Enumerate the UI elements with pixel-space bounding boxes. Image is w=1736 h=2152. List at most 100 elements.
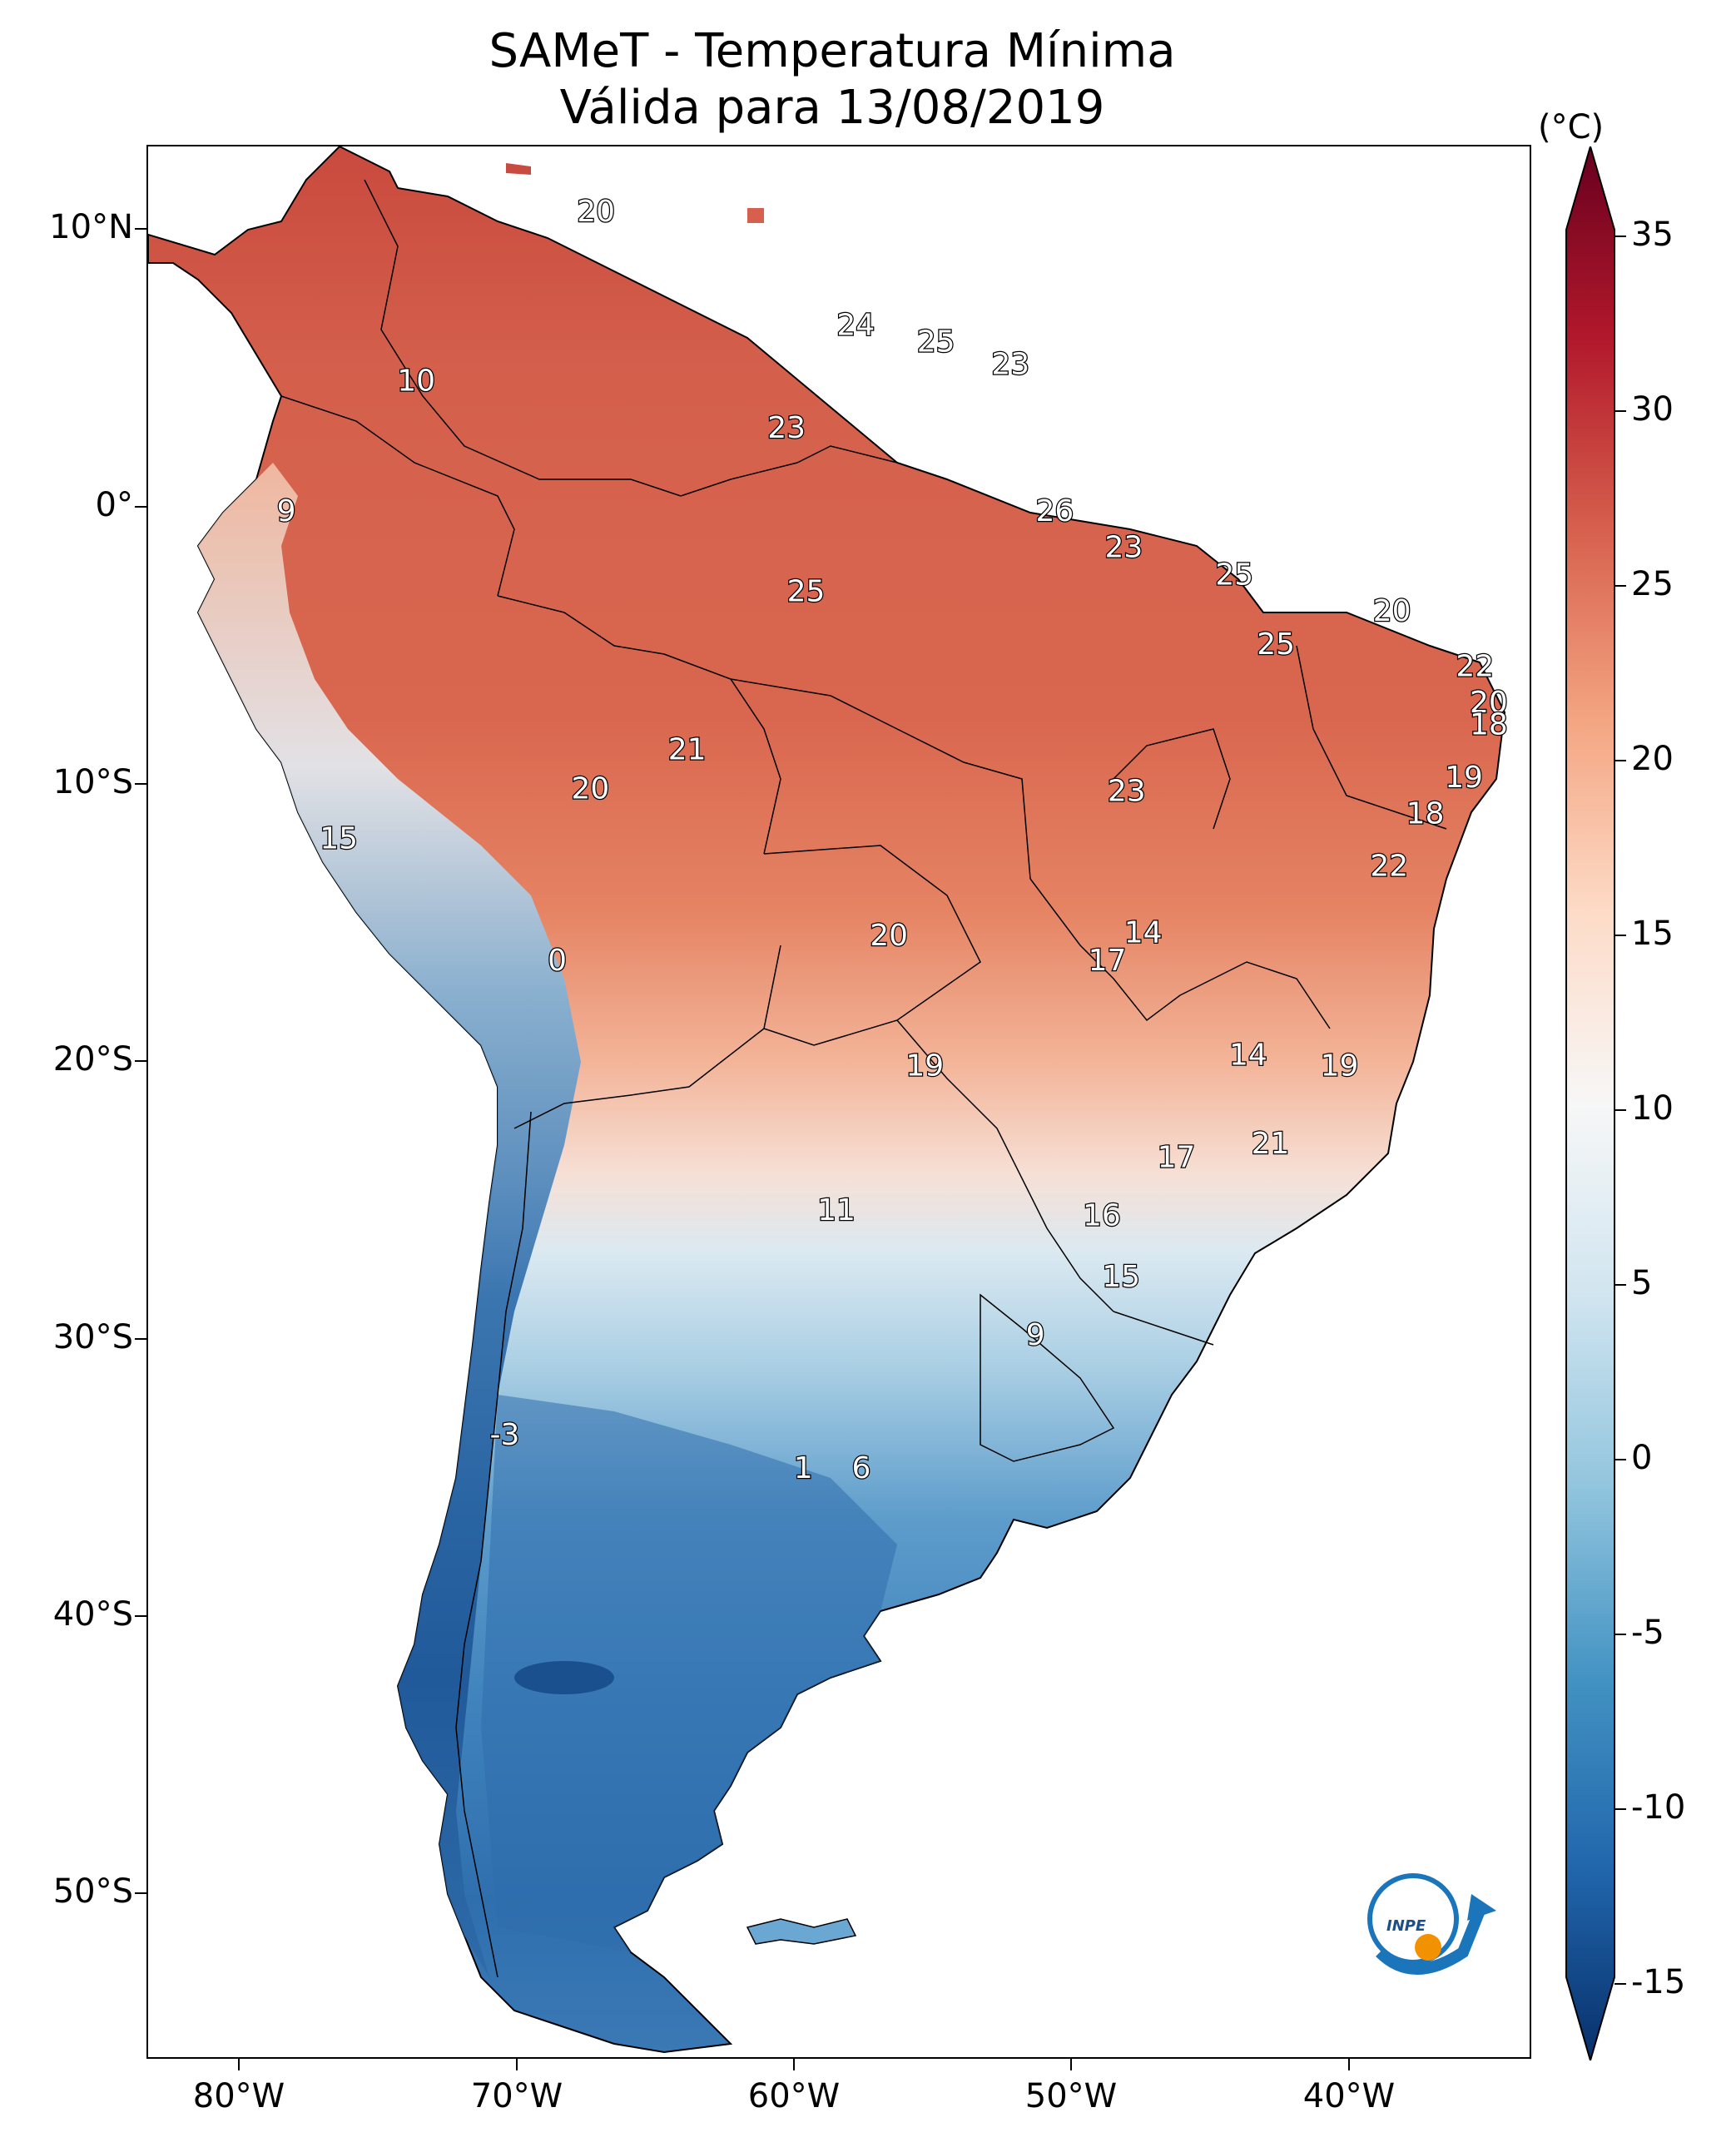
temperature-value-label: 20 xyxy=(571,771,609,806)
map-title-line2: Válida para 13/08/2019 xyxy=(559,81,1105,135)
colorbar-tick xyxy=(1614,760,1626,761)
temperature-value-label: 22 xyxy=(1456,650,1494,684)
lat-label-40s: 40°S xyxy=(52,1595,133,1634)
caribbean-island xyxy=(506,163,531,175)
cold-core xyxy=(514,1661,614,1694)
colorbar-tick xyxy=(1614,410,1626,412)
falkland-islands xyxy=(746,1918,857,1945)
continent-land xyxy=(148,146,1506,2054)
temperature-value-label: 14 xyxy=(1229,1038,1267,1072)
temperature-value-label: 19 xyxy=(1445,761,1483,795)
colorbar xyxy=(1565,146,1615,2060)
temperature-value-label: 16 xyxy=(1083,1199,1121,1233)
temperature-value-label: 0 xyxy=(548,944,567,978)
temperature-value-label: 14 xyxy=(1124,916,1163,950)
lat-tick xyxy=(135,1060,146,1062)
temperature-value-label: 24 xyxy=(836,309,875,343)
temperature-value-label: 18 xyxy=(1470,708,1508,742)
colorbar-label-25: 25 xyxy=(1631,565,1674,603)
colorbar-label-20: 20 xyxy=(1631,740,1674,778)
lat-label-20s: 20°S xyxy=(52,1040,133,1078)
colorbar-label-minus15: -15 xyxy=(1631,1963,1686,2001)
temperature-value-label: 10 xyxy=(397,364,435,398)
temperature-value-label: 20 xyxy=(870,919,908,953)
temperature-value-label: 19 xyxy=(1321,1049,1359,1083)
colorbar-label-minus5: -5 xyxy=(1631,1614,1664,1652)
temperature-value-label: 25 xyxy=(917,325,955,359)
temperature-value-label: 21 xyxy=(668,733,707,767)
lon-tick xyxy=(793,2059,795,2070)
lat-label-10s: 10°S xyxy=(52,763,133,801)
temperature-value-label: 6 xyxy=(851,1451,870,1485)
andes-cold-region xyxy=(198,463,581,1977)
lat-label-10n: 10°N xyxy=(49,208,133,246)
temperature-value-label: 20 xyxy=(577,195,615,229)
map-title-line1: SAMeT - Temperatura Mínima xyxy=(489,24,1176,78)
colorbar-label-35: 35 xyxy=(1631,216,1674,254)
temperature-value-label: 9 xyxy=(277,494,296,528)
temperature-value-label: 15 xyxy=(320,821,358,855)
colorbar-label-30: 30 xyxy=(1631,390,1674,429)
caribbean-island xyxy=(747,208,764,223)
svg-text:INPE: INPE xyxy=(1386,1917,1426,1935)
temperature-value-label: 23 xyxy=(991,347,1029,381)
colorbar-tick xyxy=(1614,1284,1626,1286)
colorbar-tick xyxy=(1614,1109,1626,1111)
temperature-value-label: 23 xyxy=(1104,530,1143,564)
temperature-value-label: -3 xyxy=(490,1418,520,1452)
temperature-value-label: 20 xyxy=(1373,594,1411,628)
inpe-logo: INPE xyxy=(1367,1873,1496,1975)
lon-label-40w: 40°W xyxy=(1302,2077,1396,2115)
colorbar-tick xyxy=(1614,236,1626,237)
lon-tick xyxy=(1348,2059,1350,2070)
temperature-value-label: 21 xyxy=(1252,1127,1290,1161)
temperature-value-label: 25 xyxy=(1257,627,1295,662)
temperature-value-label: 23 xyxy=(1108,775,1146,809)
lon-tick xyxy=(516,2059,518,2070)
lat-label-0: 0° xyxy=(95,486,133,524)
temperature-value-label: 22 xyxy=(1370,850,1408,884)
lon-tick xyxy=(238,2059,240,2070)
lon-label-80w: 80°W xyxy=(192,2077,285,2115)
colorbar-label-0: 0 xyxy=(1631,1439,1653,1477)
colorbar-label-10: 10 xyxy=(1631,1089,1674,1128)
temperature-value-label: 17 xyxy=(1158,1141,1196,1175)
lat-label-50s: 50°S xyxy=(52,1872,133,1911)
lon-label-70w: 70°W xyxy=(470,2077,563,2115)
temperature-value-label: 26 xyxy=(1035,494,1074,528)
lon-tick xyxy=(1070,2059,1072,2070)
lat-tick xyxy=(135,783,146,785)
temperature-value-label: 9 xyxy=(1026,1318,1045,1352)
temperature-value-label: 20 xyxy=(1470,686,1508,720)
colorbar-tick xyxy=(1614,1983,1626,1985)
lon-label-50w: 50°W xyxy=(1024,2077,1118,2115)
colorbar-tick xyxy=(1614,585,1626,587)
lat-label-30s: 30°S xyxy=(52,1318,133,1356)
temperature-value-label: 18 xyxy=(1406,796,1445,831)
temperature-value-label: 1 xyxy=(794,1451,813,1485)
temperature-value-label: 11 xyxy=(817,1193,856,1227)
temperature-value-label: 25 xyxy=(1215,558,1253,593)
colorbar-tick xyxy=(1614,935,1626,936)
lat-tick xyxy=(135,228,146,230)
colorbar-tick xyxy=(1614,1634,1626,1635)
colorbar-tick xyxy=(1614,1459,1626,1460)
lat-tick xyxy=(135,1338,146,1340)
temperature-value-label: 19 xyxy=(905,1049,944,1083)
temperature-value-label: 15 xyxy=(1102,1260,1140,1294)
colorbar-unit: (°C) xyxy=(1538,108,1605,146)
lat-tick xyxy=(135,1615,146,1617)
lon-label-60w: 60°W xyxy=(747,2077,841,2115)
patagonia-cold-region xyxy=(481,1395,897,1952)
country-borders xyxy=(280,179,1447,1978)
colorbar-tick xyxy=(1614,1808,1626,1810)
colorbar-label-minus10: -10 xyxy=(1631,1788,1686,1827)
colorbar-label-5: 5 xyxy=(1631,1264,1653,1302)
lat-tick xyxy=(135,1892,146,1894)
colorbar-label-15: 15 xyxy=(1631,915,1674,953)
temperature-value-label: 17 xyxy=(1089,944,1127,978)
lat-tick xyxy=(135,506,146,508)
map-panel: INPE 20 24 25 23 10 23 9 26 23 25 25 20 25 22 20 18 21 20… xyxy=(146,145,1531,2059)
